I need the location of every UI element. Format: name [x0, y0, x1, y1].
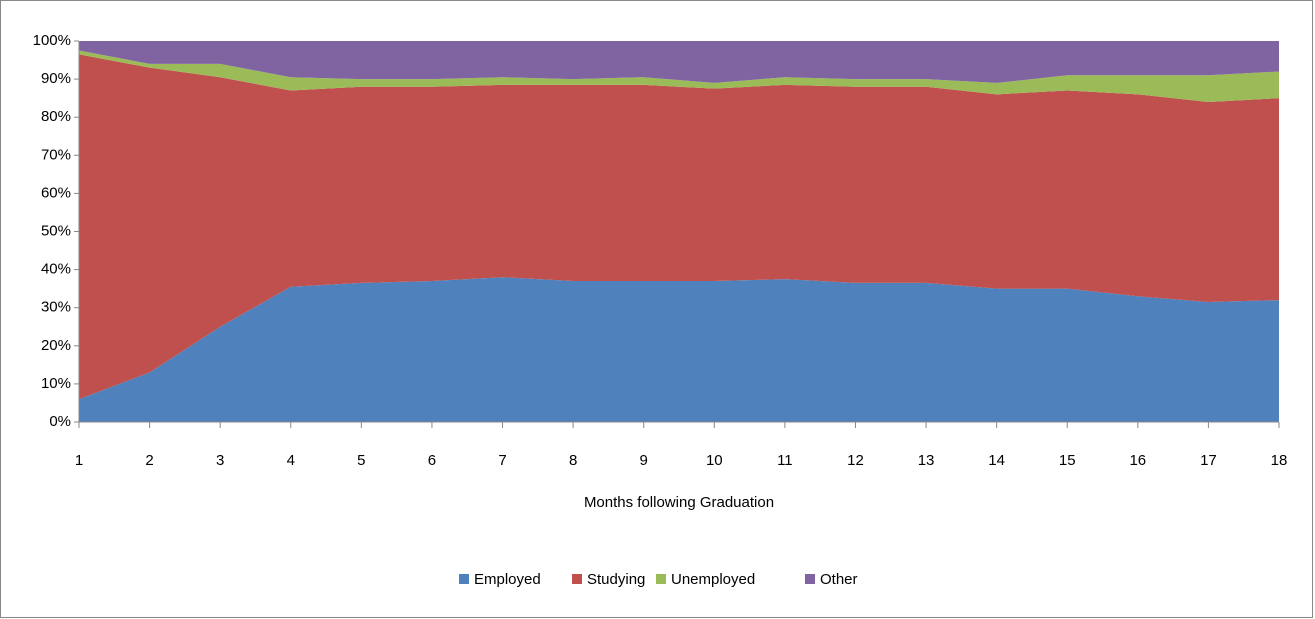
legend-swatch	[805, 574, 815, 584]
area	[79, 50, 1279, 102]
legend-swatch	[656, 574, 666, 584]
area	[79, 277, 1279, 422]
y-tick-label: 90%	[41, 70, 71, 87]
y-tick-label: 10%	[41, 375, 71, 392]
y-tick-label: 30%	[41, 299, 71, 316]
y-tick-label: 70%	[41, 146, 71, 163]
x-tick-label: 18	[1271, 452, 1288, 469]
x-tick-label: 16	[1129, 452, 1146, 469]
y-tick-label: 100%	[33, 32, 71, 49]
x-tick-label: 11	[777, 452, 793, 469]
x-tick-label: 14	[988, 452, 1005, 469]
legend-label: Employed	[474, 571, 541, 588]
x-tick-label: 9	[640, 452, 648, 469]
y-tick-label: 40%	[41, 261, 71, 278]
x-tick-label: 5	[357, 452, 365, 469]
x-tick-label: 7	[498, 452, 506, 469]
y-tick-label: 0%	[49, 413, 71, 430]
legend-label: Unemployed	[671, 571, 755, 588]
x-tick-label: 6	[428, 452, 436, 469]
legend-swatch	[459, 574, 469, 584]
y-tick-label: 50%	[41, 222, 71, 239]
x-tick-label: 3	[216, 452, 224, 469]
x-tick-label: 8	[569, 452, 577, 469]
legend-label: Other	[820, 571, 858, 588]
y-tick-label: 60%	[41, 184, 71, 201]
y-tick-label: 80%	[41, 108, 71, 125]
legend-swatch	[572, 574, 582, 584]
x-tick-label: 10	[706, 452, 723, 469]
x-tick-label: 1	[75, 452, 83, 469]
x-tick-label: 2	[145, 452, 153, 469]
legend-label: Studying	[587, 571, 645, 588]
x-tick-label: 4	[287, 452, 295, 469]
x-tick-label: 17	[1200, 452, 1217, 469]
y-tick-label: 20%	[41, 337, 71, 354]
x-tick-label: 12	[847, 452, 864, 469]
area	[79, 41, 1279, 83]
x-tick-label: 13	[918, 452, 935, 469]
area	[79, 54, 1279, 400]
x-axis-title: Months following Graduation	[584, 494, 774, 511]
x-tick-label: 15	[1059, 452, 1076, 469]
